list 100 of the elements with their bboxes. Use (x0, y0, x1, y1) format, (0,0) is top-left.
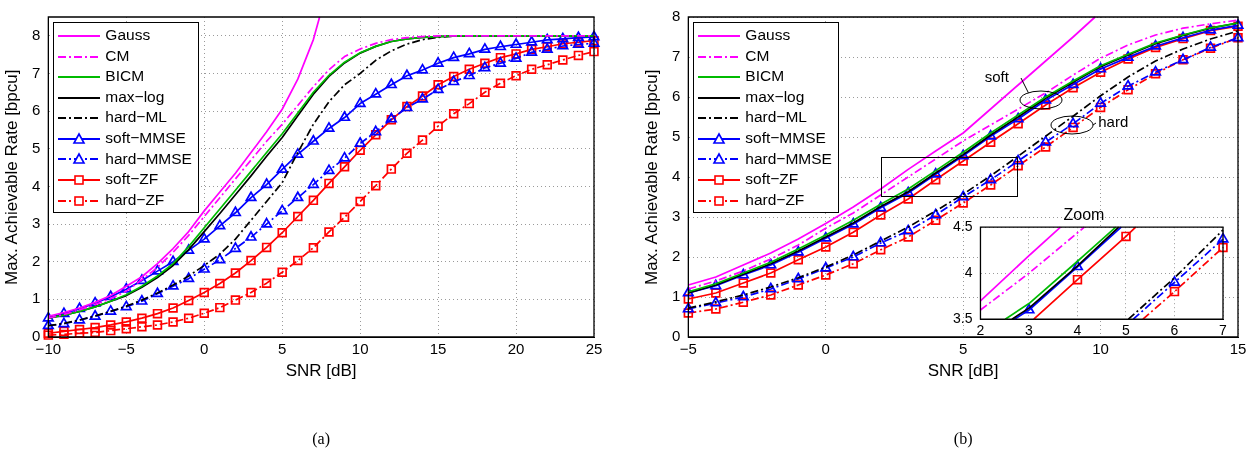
point (432, 56, 444, 67)
point (573, 50, 584, 61)
point (737, 268, 749, 279)
point (354, 137, 366, 148)
point (682, 286, 694, 297)
point (494, 40, 507, 51)
point (1040, 142, 1051, 152)
point (417, 135, 428, 145)
point (1150, 69, 1161, 79)
point (930, 167, 942, 178)
point (821, 242, 831, 252)
point (324, 227, 334, 237)
legend-label: hard−ZF (105, 190, 165, 208)
y-tick-label: 4 (32, 176, 41, 194)
legend-label: BICM (105, 67, 145, 85)
text: (b) (952, 430, 974, 448)
point (711, 304, 721, 314)
point (121, 317, 132, 327)
legend-label: hard−ML (745, 108, 807, 126)
y-tick-label: 4.5 (952, 218, 973, 235)
point (557, 32, 569, 43)
point (136, 274, 148, 285)
point (875, 201, 887, 212)
x-tick-label: 5 (1122, 322, 1131, 339)
point (1072, 274, 1083, 285)
point (137, 313, 147, 323)
point (1012, 154, 1024, 165)
point (793, 255, 804, 265)
point (985, 180, 996, 190)
point (276, 204, 288, 215)
x-axis-title: SNR [dB] (284, 361, 358, 381)
x-tick-label: 15 (429, 340, 447, 358)
point (90, 322, 100, 333)
point (167, 279, 179, 290)
point (683, 294, 694, 304)
x-tick-label: −5 (679, 340, 697, 358)
legend-label: hard−ZF (745, 190, 805, 208)
y-axis-title: Max. Achievable Rate [bpcu] (2, 68, 22, 287)
point (572, 31, 585, 42)
x-tick-label: 5 (278, 340, 287, 358)
point (589, 46, 599, 57)
point (930, 208, 942, 219)
point (903, 232, 913, 242)
point (848, 227, 858, 237)
point (183, 244, 195, 255)
point (542, 60, 552, 70)
point (105, 320, 116, 330)
point (105, 325, 116, 336)
point (495, 52, 506, 63)
point (371, 180, 381, 191)
point (168, 303, 178, 313)
y-tick-label: 2 (32, 251, 41, 269)
y-tick-label: 8 (32, 25, 41, 43)
point (765, 258, 777, 269)
point (511, 70, 521, 81)
x-tick-label: 25 (585, 340, 603, 358)
y-tick-label: 1 (32, 289, 41, 307)
point (183, 313, 194, 323)
point (792, 245, 804, 256)
point (246, 287, 256, 298)
x-tick-label: 3 (1025, 322, 1034, 339)
point (355, 145, 365, 156)
y-tick-label: 4 (964, 264, 973, 281)
point (293, 211, 303, 222)
point (401, 69, 413, 80)
legend-label: soft−ZF (105, 170, 159, 188)
point (338, 151, 351, 162)
point (766, 268, 776, 278)
point (1218, 242, 1228, 253)
point (199, 308, 209, 319)
legend-label: hard−MMSE (745, 149, 832, 167)
point (737, 290, 749, 301)
legend-label: soft−ZF (745, 170, 799, 188)
legend-label: CM (745, 46, 770, 64)
x-tick-label: 0 (200, 340, 209, 358)
y-tick-label: 3 (32, 214, 41, 232)
point (229, 242, 242, 253)
point (58, 307, 70, 318)
point (90, 327, 100, 338)
point (479, 43, 491, 53)
point (985, 137, 996, 147)
legend-label: Gauss (105, 26, 151, 43)
legend-label: soft−MMSE (105, 128, 186, 146)
point (198, 262, 210, 273)
y-tick-label: 7 (672, 47, 681, 65)
point (308, 195, 319, 206)
point (167, 255, 179, 266)
point (105, 290, 117, 301)
x-tick-label: 0 (821, 340, 830, 358)
point (432, 83, 444, 94)
point (1095, 102, 1106, 113)
point (821, 270, 831, 280)
point (682, 302, 694, 313)
point (89, 296, 101, 307)
point (448, 51, 460, 62)
point (848, 259, 858, 269)
point (121, 323, 132, 334)
point (875, 245, 886, 255)
point (1040, 135, 1052, 146)
point (152, 308, 163, 319)
